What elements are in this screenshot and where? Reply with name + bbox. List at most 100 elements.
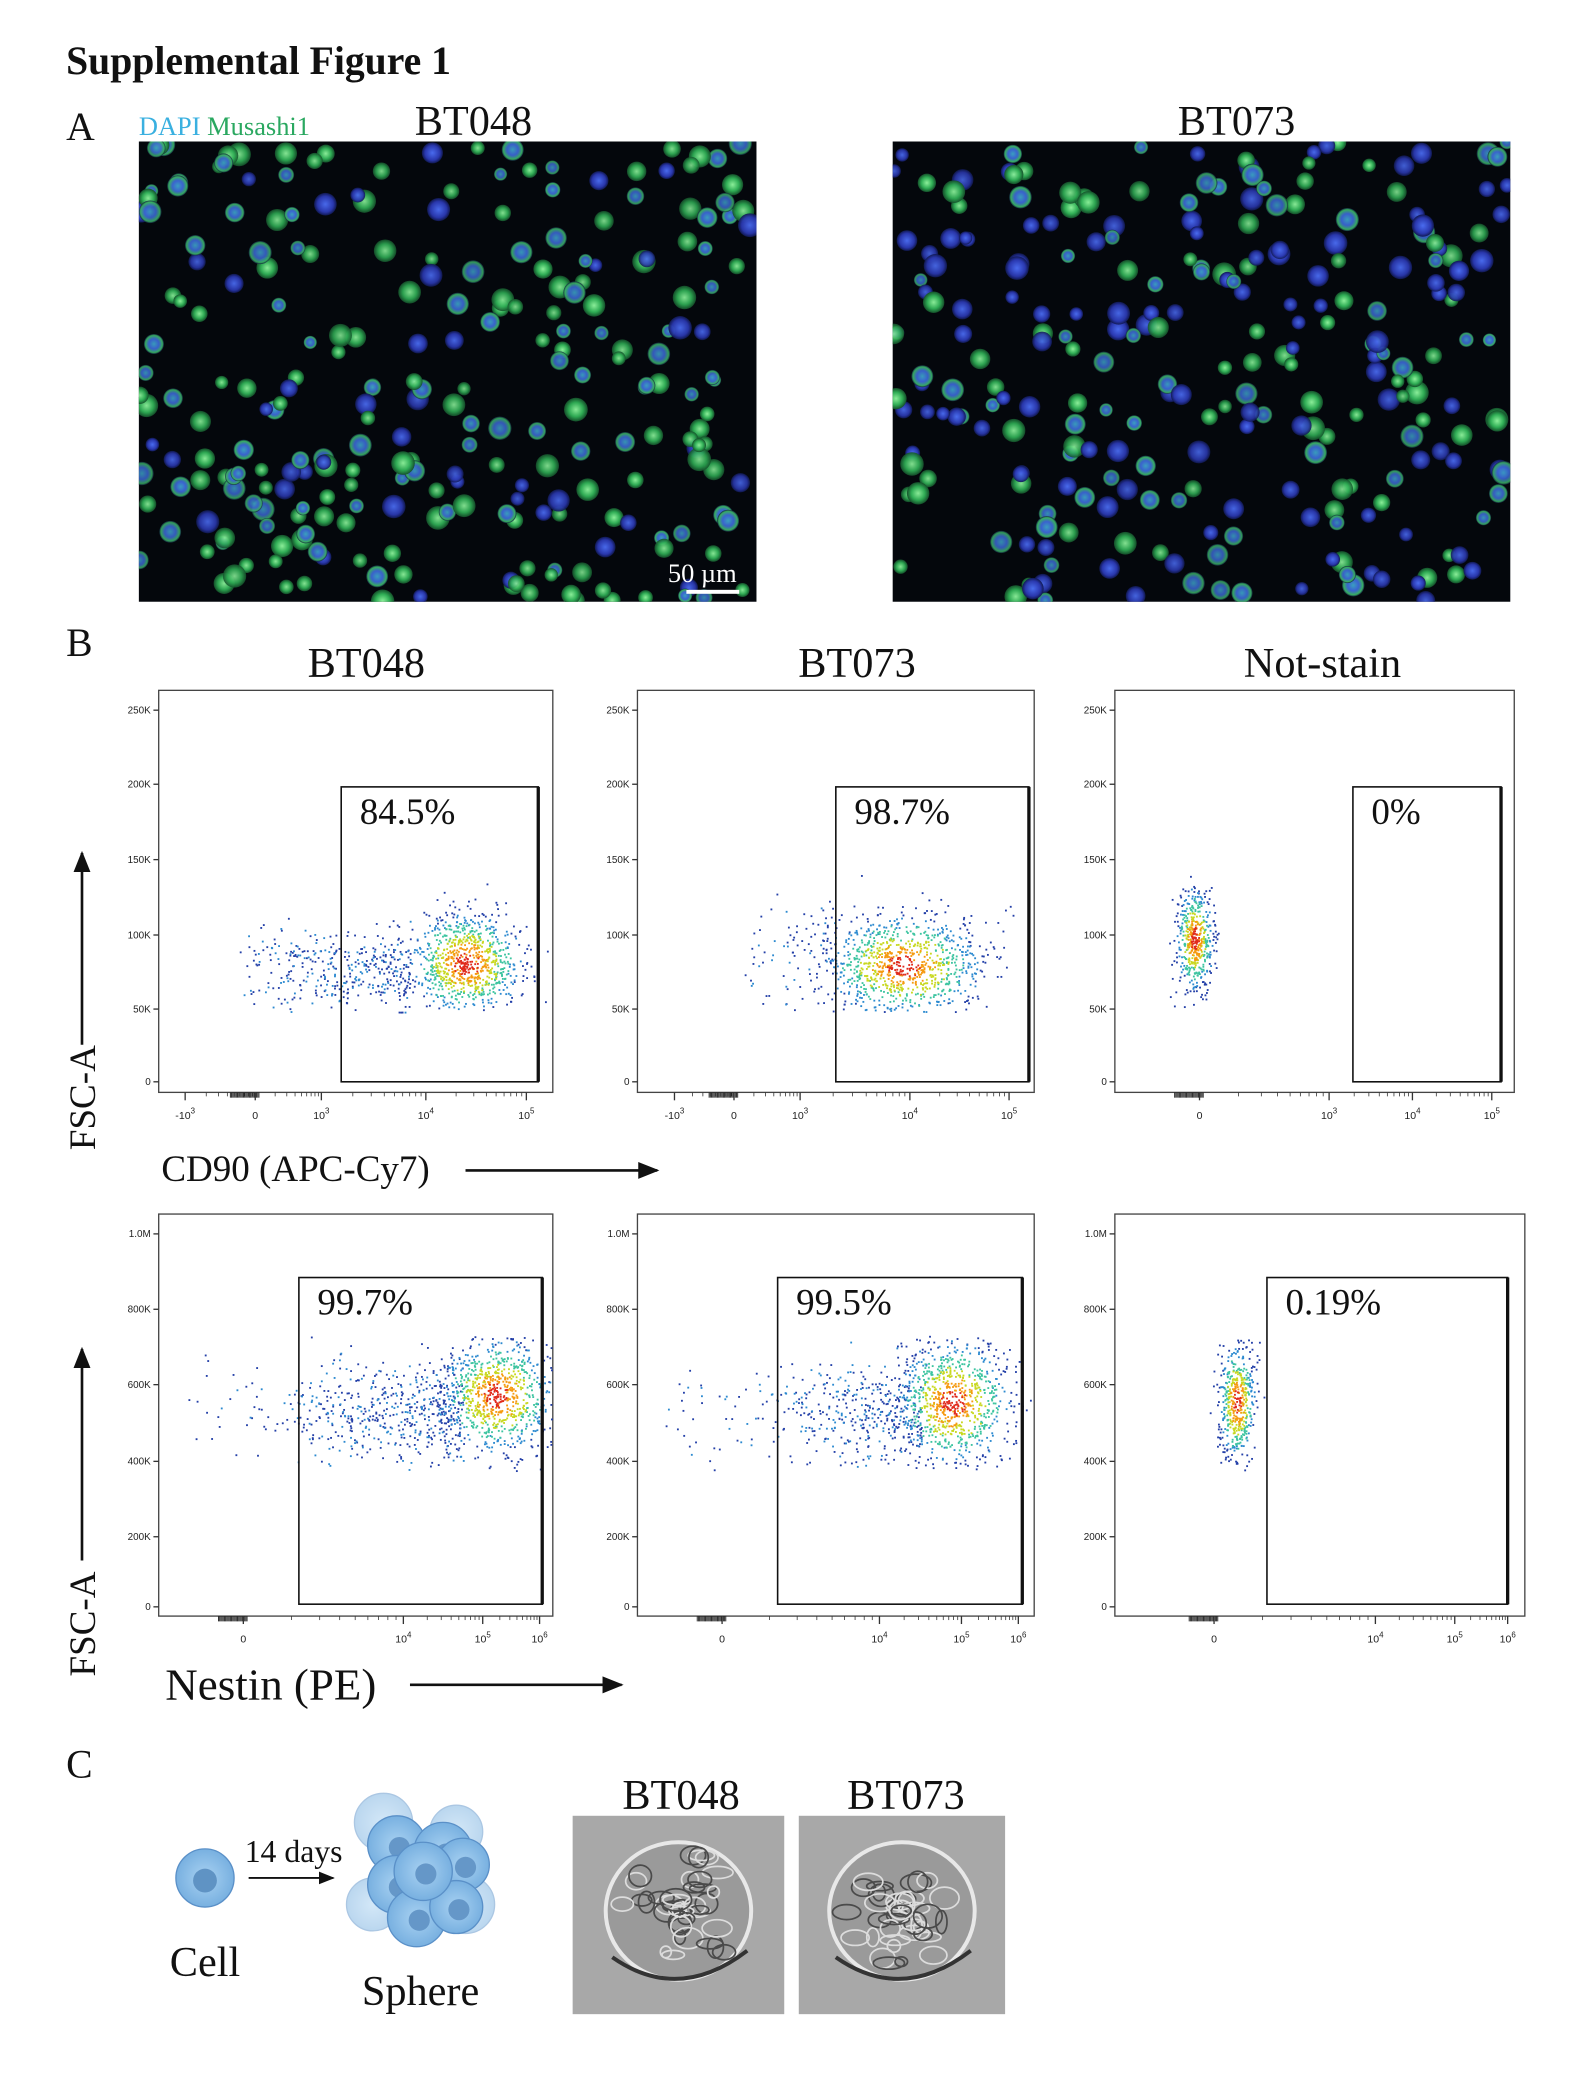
event-dot bbox=[362, 1435, 365, 1438]
event-dot bbox=[865, 954, 868, 957]
event-dot bbox=[404, 980, 407, 983]
event-dot bbox=[482, 1417, 485, 1420]
event-dot bbox=[1180, 971, 1183, 974]
event-dot bbox=[875, 980, 878, 983]
event-dot bbox=[462, 1397, 465, 1399]
event-dot bbox=[459, 1404, 462, 1407]
event-dot bbox=[533, 1419, 536, 1422]
event-dot bbox=[324, 949, 327, 952]
event-dot bbox=[248, 946, 251, 949]
event-dot bbox=[359, 1406, 362, 1408]
event-dot bbox=[523, 1361, 526, 1364]
event-dot bbox=[952, 954, 955, 956]
event-dot bbox=[906, 932, 909, 934]
event-dot bbox=[430, 1427, 433, 1430]
event-dot bbox=[387, 1396, 389, 1399]
event-dot bbox=[928, 1001, 931, 1004]
event-dot bbox=[205, 1375, 208, 1377]
event-dot bbox=[446, 1002, 449, 1005]
event-dot bbox=[392, 1413, 395, 1416]
cell bbox=[1042, 214, 1060, 232]
event-dot bbox=[452, 972, 455, 975]
event-dot bbox=[463, 1360, 466, 1362]
event-dot bbox=[920, 997, 923, 1000]
event-dot bbox=[521, 1416, 524, 1419]
event-dot bbox=[459, 967, 462, 969]
event-dot bbox=[797, 967, 800, 970]
event-dot bbox=[885, 947, 888, 950]
event-dot bbox=[398, 926, 401, 928]
event-dot bbox=[858, 978, 861, 981]
event-dot bbox=[878, 931, 881, 933]
cell bbox=[360, 410, 376, 426]
tick-exponent: 3 bbox=[191, 1107, 196, 1116]
event-dot bbox=[1182, 888, 1185, 891]
event-dot bbox=[492, 959, 495, 962]
event-dot bbox=[1214, 923, 1216, 926]
event-dot bbox=[506, 1377, 509, 1380]
event-dot bbox=[487, 950, 490, 953]
cell bbox=[443, 183, 460, 200]
event-dot bbox=[489, 949, 491, 952]
event-dot bbox=[1193, 961, 1196, 964]
event-dot bbox=[1193, 885, 1196, 888]
event-dot bbox=[437, 934, 439, 937]
event-dot bbox=[465, 1402, 468, 1405]
event-dot bbox=[485, 929, 488, 931]
event-dot bbox=[1190, 979, 1193, 982]
event-dot bbox=[967, 966, 970, 969]
event-dot bbox=[858, 946, 861, 949]
event-dot bbox=[493, 929, 496, 932]
event-dot bbox=[257, 953, 260, 955]
event-dot bbox=[437, 1403, 440, 1406]
event-dot bbox=[413, 1443, 416, 1446]
event-dot bbox=[489, 1389, 491, 1392]
cell bbox=[627, 471, 644, 489]
event-dot bbox=[878, 956, 880, 959]
event-dot bbox=[532, 1429, 535, 1432]
event-dot bbox=[488, 992, 491, 995]
event-dot bbox=[447, 1418, 450, 1421]
event-dot bbox=[843, 982, 845, 985]
event-dot bbox=[454, 982, 457, 985]
cell bbox=[986, 378, 1005, 396]
event-dot bbox=[969, 952, 972, 955]
event-dot bbox=[878, 933, 881, 936]
event-dot bbox=[451, 1366, 454, 1369]
event-dot bbox=[899, 974, 902, 977]
event-dot bbox=[920, 973, 922, 976]
event-dot bbox=[264, 991, 267, 994]
event-dot bbox=[437, 947, 440, 950]
event-dot bbox=[1200, 901, 1202, 903]
event-dot bbox=[997, 922, 1000, 924]
event-dot bbox=[1209, 940, 1212, 943]
event-dot bbox=[959, 992, 962, 995]
event-dot bbox=[842, 974, 845, 977]
event-dot bbox=[1193, 945, 1196, 948]
event-dot bbox=[899, 965, 902, 967]
event-dot bbox=[917, 942, 919, 945]
event-dot bbox=[875, 974, 878, 977]
cell bbox=[1405, 380, 1429, 405]
event-dot bbox=[507, 962, 510, 965]
event-dot bbox=[971, 996, 974, 999]
event-dot bbox=[906, 967, 909, 970]
event-dot bbox=[523, 1346, 526, 1349]
event-dot bbox=[495, 1423, 498, 1426]
event-dot bbox=[291, 1408, 294, 1411]
event-dot bbox=[467, 1411, 470, 1414]
event-dot bbox=[539, 1386, 542, 1389]
y-tick-label: 0 bbox=[145, 1077, 151, 1088]
event-dot bbox=[858, 958, 861, 961]
event-dot bbox=[411, 1396, 414, 1399]
event-dot bbox=[491, 1409, 494, 1412]
event-dot bbox=[1194, 920, 1197, 923]
event-dot bbox=[459, 938, 461, 941]
event-dot bbox=[294, 955, 297, 957]
gate-percent: 98.7% bbox=[854, 792, 950, 833]
cell bbox=[428, 482, 445, 499]
event-dot bbox=[431, 967, 434, 970]
event-dot bbox=[466, 1395, 469, 1398]
cell bbox=[687, 447, 712, 472]
